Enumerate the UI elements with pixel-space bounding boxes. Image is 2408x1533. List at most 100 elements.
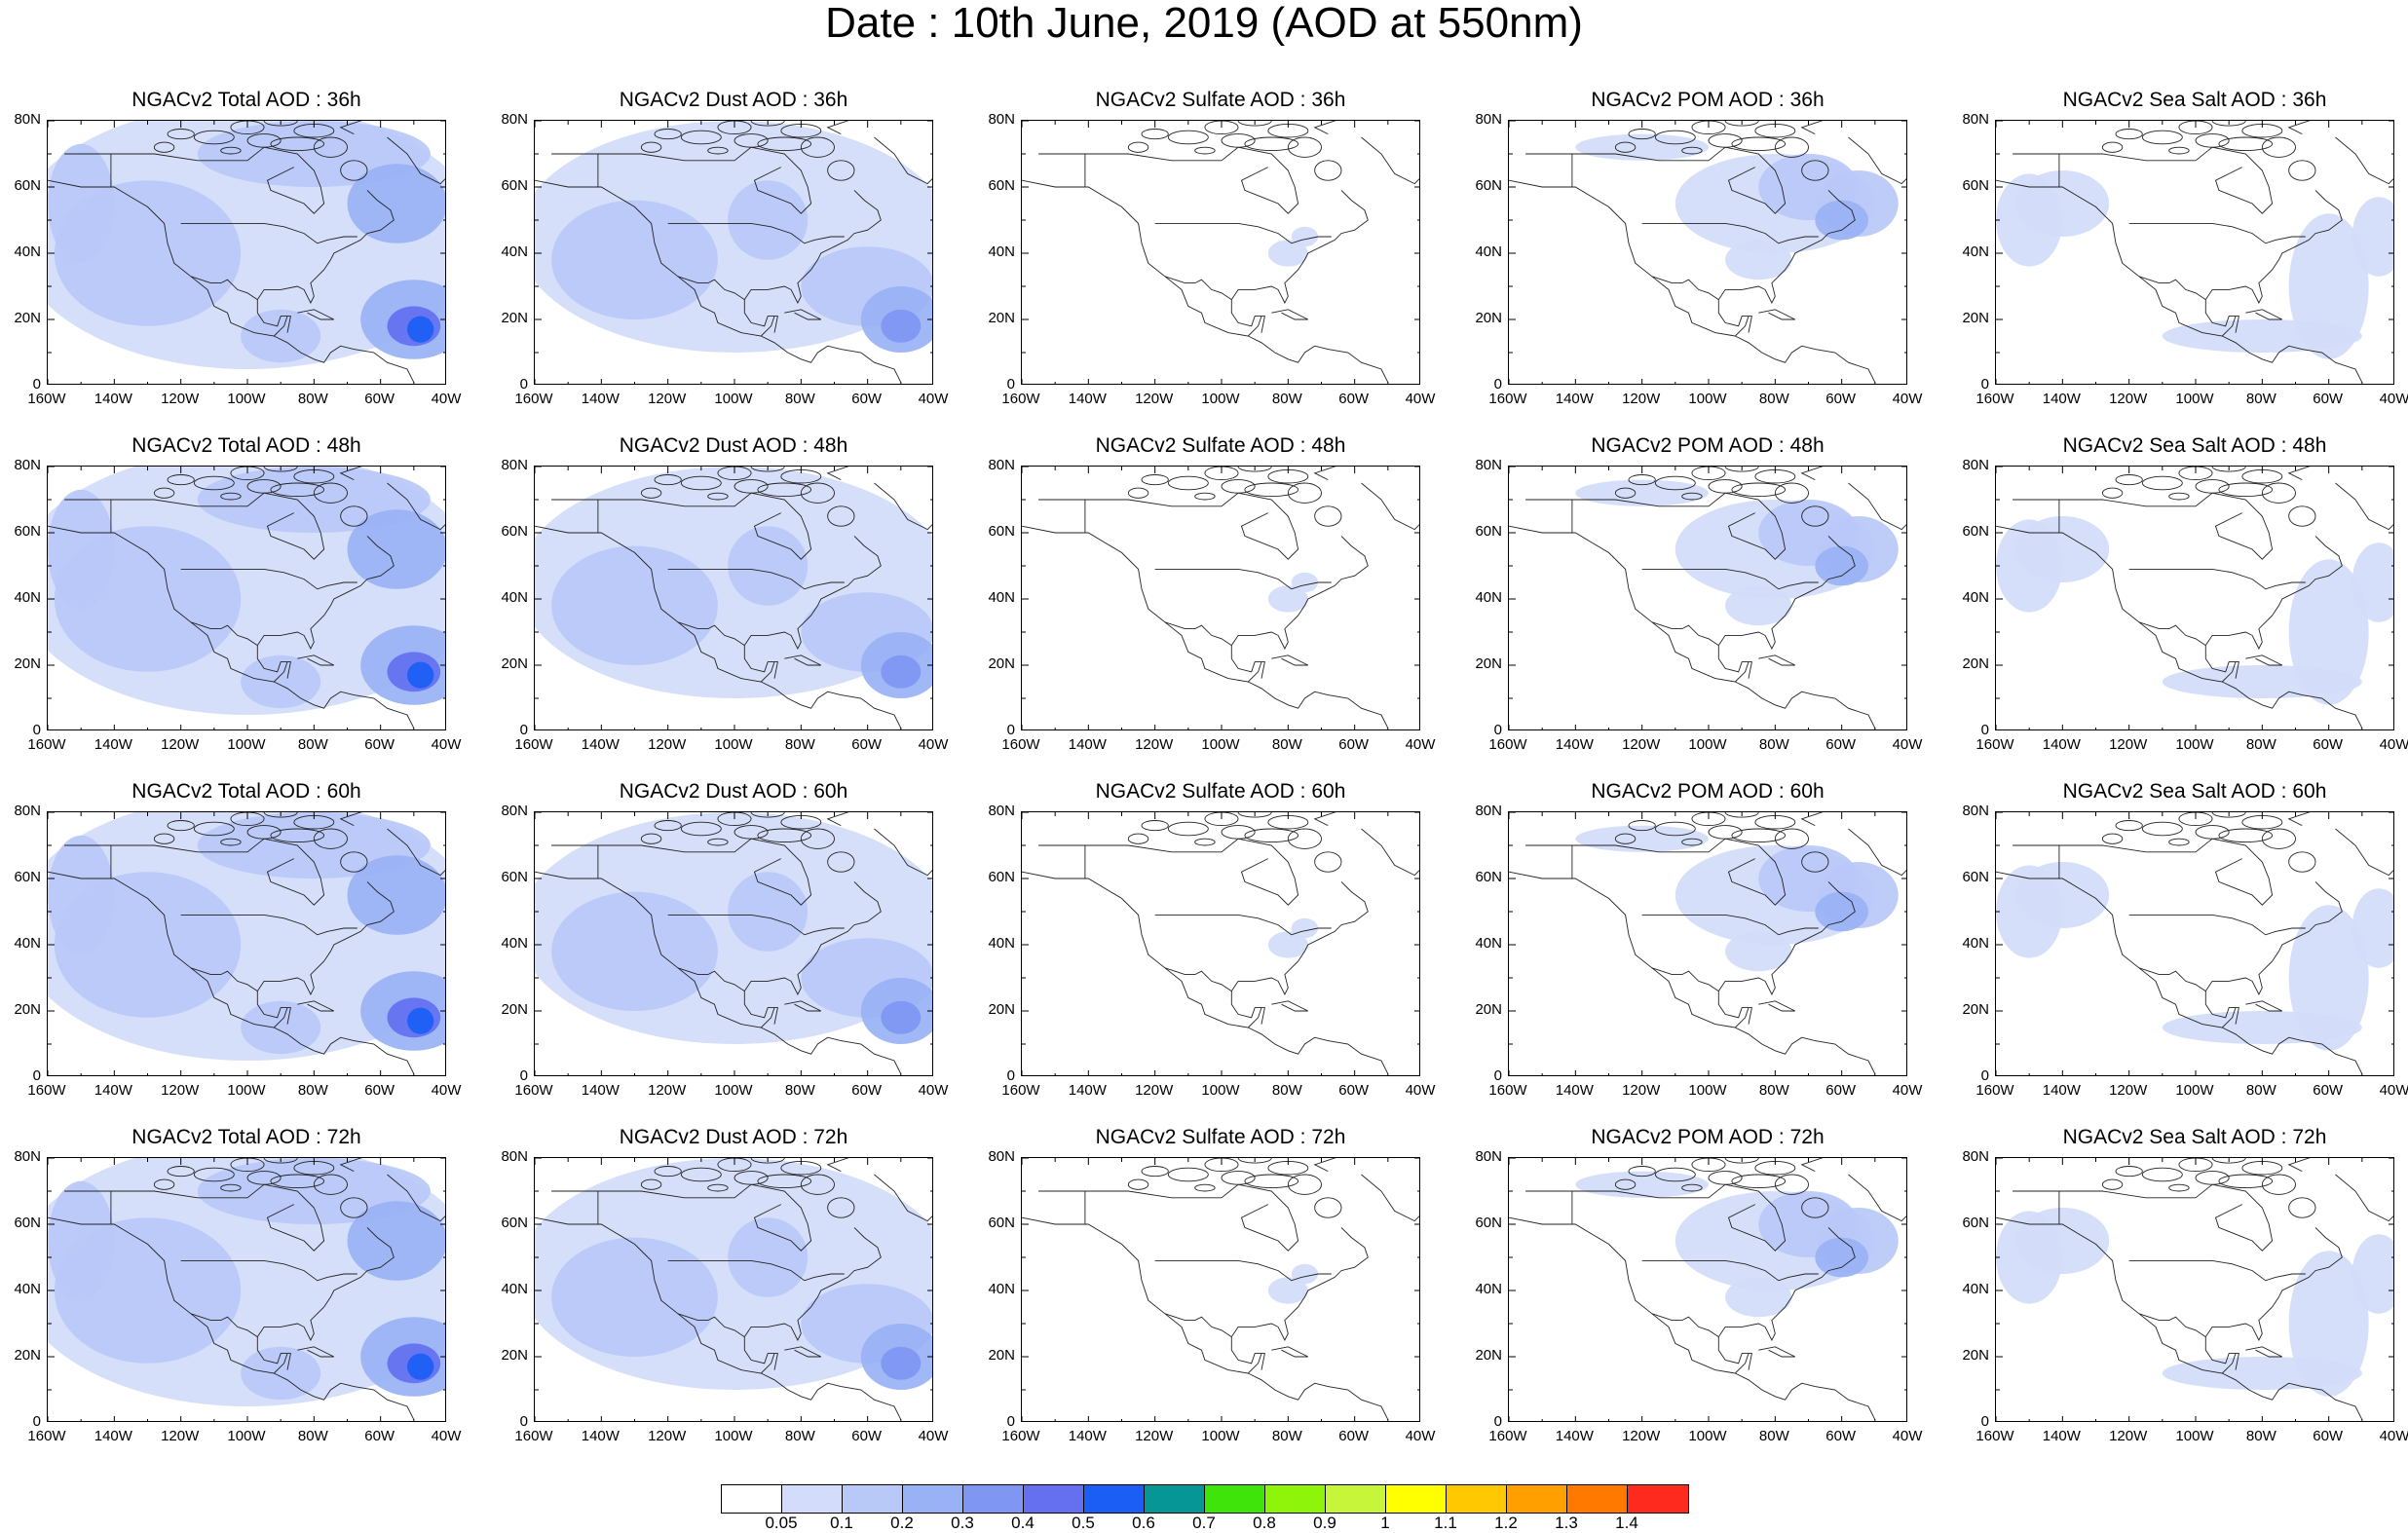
map-plot-area [1995, 811, 2394, 1076]
coastline [1758, 309, 1796, 320]
arctic-island [263, 467, 298, 472]
lat-tick-label: 20N [14, 655, 41, 672]
aod-contour-region [2162, 665, 2362, 698]
arctic-island [827, 1197, 855, 1218]
coastline [2221, 316, 2237, 337]
lat-tick-label: 40N [501, 589, 528, 606]
coastline [1717, 536, 1856, 651]
aod-contour-region [728, 1217, 809, 1297]
lon-tick-label: 40W [1405, 391, 1436, 407]
colorbar-swatch [722, 1485, 782, 1513]
arctic-island [750, 467, 785, 472]
coastline [339, 812, 362, 827]
coastline [1717, 1336, 1752, 1370]
lat-tick-label: 40N [501, 1281, 528, 1297]
arctic-island [2211, 467, 2246, 472]
colorbar-label: 0.1 [830, 1514, 853, 1532]
lon-tick-label: 120W [1622, 1082, 1661, 1099]
lon-tick-label: 40W [431, 1428, 462, 1444]
coastline [1848, 482, 1906, 531]
lat-tick-label: 80N [501, 457, 528, 473]
coastline [1525, 838, 1787, 906]
arctic-island [340, 1197, 368, 1218]
lat-tick-label: 80N [1962, 803, 1989, 819]
aod-map [48, 812, 445, 1075]
coastline [826, 812, 849, 827]
map-plot-area [1995, 1157, 2394, 1422]
coastline [1038, 492, 1299, 560]
lon-tick-label: 140W [1068, 391, 1107, 407]
aod-map [1509, 812, 1906, 1075]
arctic-island [1731, 828, 1787, 843]
arctic-island [230, 121, 265, 135]
lat-tick-label: 60N [988, 177, 1015, 194]
coastline [1734, 1353, 1750, 1374]
lon-tick-label: 40W [2379, 736, 2408, 753]
lat-tick-label: 20N [1962, 655, 1989, 672]
lat-tick-label: 60N [14, 523, 41, 540]
arctic-island [1708, 133, 1743, 148]
lon-tick-label: 120W [648, 1428, 687, 1444]
aod-contour-region [881, 654, 922, 689]
arctic-island [270, 828, 325, 843]
lat-tick-label: 0 [519, 1067, 528, 1084]
arctic-island [270, 1174, 325, 1189]
coastline [743, 1336, 778, 1370]
aod-shading [1267, 572, 1319, 613]
arctic-island [750, 812, 785, 818]
lat-tick-label: 20N [988, 655, 1015, 672]
lon-tick-label: 160W [514, 1428, 553, 1444]
coastline [874, 136, 932, 185]
coastline [1164, 621, 1232, 646]
tick-marks [1022, 467, 1419, 729]
coastline [1247, 316, 1262, 337]
lon-tick-label: 120W [1135, 1082, 1174, 1099]
coastline [2138, 276, 2206, 300]
aod-contour-region [728, 526, 809, 606]
aod-shading [48, 467, 445, 715]
lon-tick-label: 80W [297, 391, 328, 407]
arctic-island [220, 1183, 242, 1192]
lat-tick-label: 60N [1475, 869, 1502, 885]
coastline [743, 991, 778, 1025]
arctic-island [246, 479, 282, 494]
arctic-island [1237, 812, 1272, 818]
coastline [1230, 1227, 1369, 1342]
lat-tick-label: 60N [988, 1215, 1015, 1231]
lat-tick-label: 0 [519, 722, 528, 738]
arctic-island [313, 1174, 348, 1195]
lon-tick-label: 80W [784, 736, 815, 753]
coastline [1230, 991, 1265, 1025]
arctic-island [1204, 467, 1239, 481]
aod-shading [48, 1158, 445, 1406]
coastline [1758, 1346, 1796, 1358]
aod-contour-region [1725, 1277, 1792, 1318]
lon-tick-label: 160W [27, 1428, 66, 1444]
coastline [667, 568, 845, 590]
coastline [677, 1313, 745, 1337]
lon-tick-label: 120W [2109, 1428, 2148, 1444]
arctic-island [1127, 141, 1149, 153]
aod-shading [1575, 825, 1899, 972]
lon-tick-label: 100W [2175, 736, 2214, 753]
coastline [273, 661, 288, 683]
panel-title: NGACv2 Total AOD : 72h [132, 1126, 361, 1148]
arctic-island [1654, 130, 1696, 145]
map-plot-area [534, 466, 933, 730]
coastline [826, 121, 849, 135]
coastline [677, 276, 745, 300]
coastline [760, 1353, 775, 1374]
lat-tick-label: 20N [988, 1347, 1015, 1364]
coastline [2245, 1000, 2283, 1012]
coastline [1361, 1174, 1419, 1222]
arctic-island [654, 1166, 682, 1178]
lon-tick-label: 80W [2245, 1082, 2276, 1099]
aod-contour-region [2162, 319, 2362, 353]
lon-tick-label: 120W [1135, 1428, 1174, 1444]
arctic-island [2261, 1174, 2296, 1195]
panel-title: NGACv2 POM AOD : 48h [1591, 434, 1825, 457]
coastline [1734, 316, 1750, 337]
colorbar [721, 1484, 1689, 1514]
arctic-island [680, 821, 722, 837]
lat-tick-label: 20N [1962, 310, 1989, 326]
